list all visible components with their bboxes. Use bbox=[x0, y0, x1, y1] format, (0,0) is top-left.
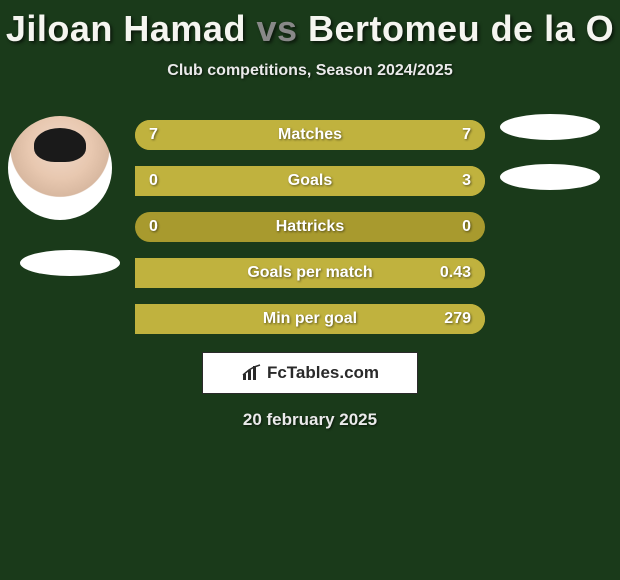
vs-label: vs bbox=[256, 8, 297, 49]
stat-row: 00Hattricks bbox=[135, 212, 485, 242]
stat-label: Hattricks bbox=[135, 212, 485, 242]
player1-flag bbox=[20, 250, 120, 276]
player2-name: Bertomeu de la O bbox=[308, 8, 614, 49]
stat-row: 77Matches bbox=[135, 120, 485, 150]
stat-row: 279Min per goal bbox=[135, 304, 485, 334]
stat-label: Min per goal bbox=[135, 304, 485, 334]
comparison-area: 77Matches 03Goals 00Hattricks 0.43Goals per… bbox=[0, 120, 620, 334]
player2-flag-2 bbox=[500, 164, 600, 190]
stat-bars: 77Matches 03Goals 00Hattricks 0.43Goals per… bbox=[135, 120, 485, 334]
player1-name: Jiloan Hamad bbox=[6, 8, 246, 49]
stat-row: 03Goals bbox=[135, 166, 485, 196]
page-title: Jiloan Hamad vs Bertomeu de la O bbox=[0, 0, 620, 50]
subtitle: Club competitions, Season 2024/2025 bbox=[0, 62, 620, 80]
stat-label: Goals bbox=[135, 166, 485, 196]
player2-flag-1 bbox=[500, 114, 600, 140]
brand-box: FcTables.com bbox=[202, 352, 418, 394]
stat-label: Matches bbox=[135, 120, 485, 150]
brand-text: FcTables.com bbox=[267, 363, 379, 383]
comparison-infographic: Jiloan Hamad vs Bertomeu de la O Club co… bbox=[0, 0, 620, 580]
date-label: 20 february 2025 bbox=[0, 410, 620, 430]
stat-label: Goals per match bbox=[135, 258, 485, 288]
player1-avatar bbox=[8, 116, 112, 220]
bar-chart-icon bbox=[241, 364, 263, 382]
stat-row: 0.43Goals per match bbox=[135, 258, 485, 288]
